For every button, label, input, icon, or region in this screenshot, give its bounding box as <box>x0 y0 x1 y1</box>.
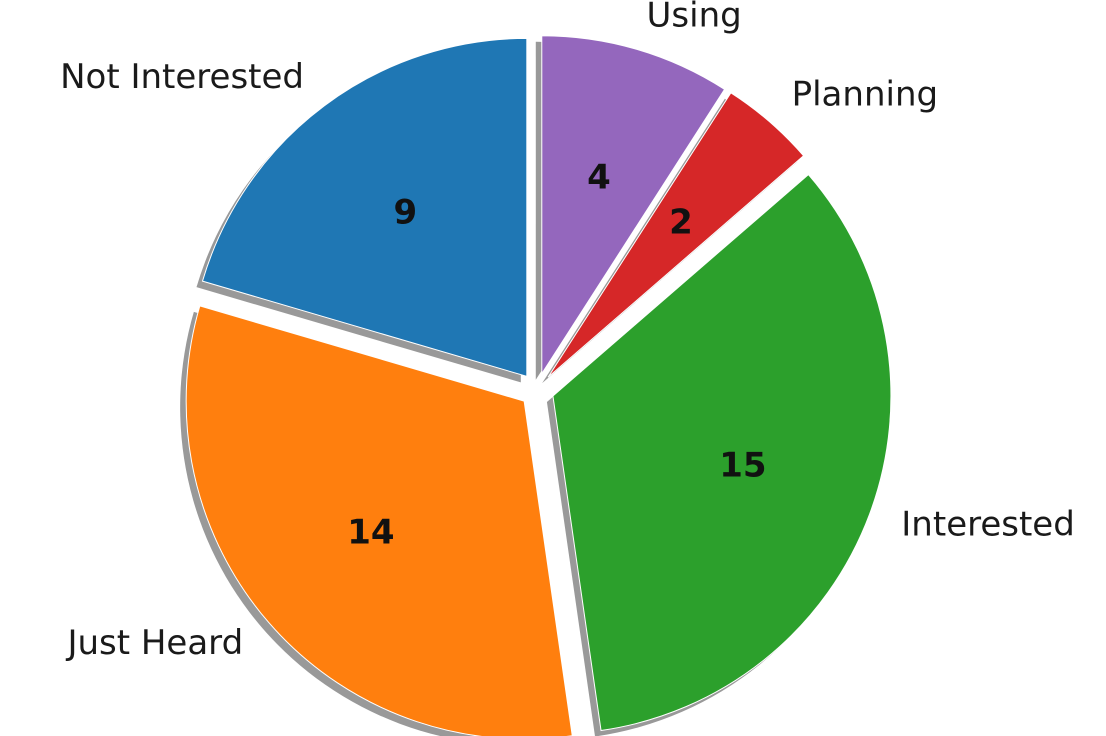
slice-label: Planning <box>792 75 938 115</box>
value-label: 15 <box>719 445 766 485</box>
slice-label: Not Interested <box>60 57 304 97</box>
value-label: 2 <box>669 202 693 242</box>
pie-slice <box>541 35 726 376</box>
pie-slice <box>185 305 573 736</box>
label-layer: Not Interested 9 Just Heard 14 Interested 15 P… <box>60 0 1075 663</box>
value-label: 14 <box>347 512 394 552</box>
pie-slice <box>547 92 805 378</box>
slice-layer <box>185 35 892 736</box>
value-label: 9 <box>393 193 417 233</box>
slice-label: Using <box>647 0 742 35</box>
pie-slice <box>201 37 528 378</box>
pie-slice <box>552 173 892 732</box>
value-label: 4 <box>587 158 611 198</box>
slice-label: Just Heard <box>65 623 243 663</box>
slice-label: Interested <box>901 504 1075 544</box>
